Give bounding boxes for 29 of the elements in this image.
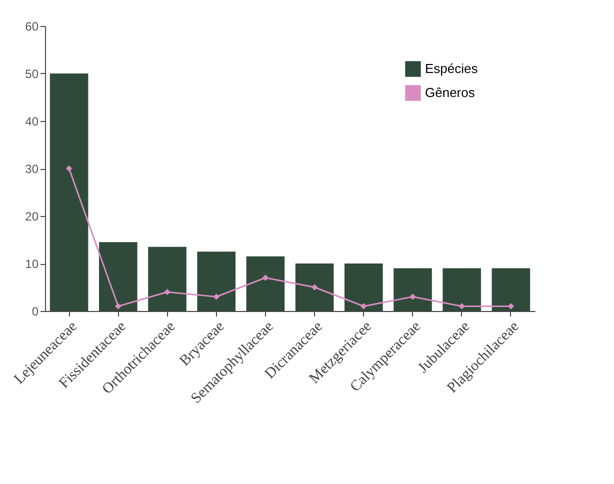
point <box>262 274 269 281</box>
point <box>458 303 466 310</box>
y-tick-label: 40 <box>25 114 39 128</box>
point <box>311 284 318 290</box>
bar <box>197 252 236 311</box>
point <box>114 303 122 310</box>
bar <box>246 256 285 311</box>
bar <box>295 264 334 311</box>
y-tick-label: 20 <box>25 210 39 224</box>
point <box>213 294 220 300</box>
bar <box>148 246 186 311</box>
point <box>360 303 367 310</box>
y-tick-label: 0 <box>32 304 39 318</box>
point <box>410 294 416 300</box>
bar <box>344 264 383 311</box>
point <box>508 303 514 310</box>
point <box>164 288 170 296</box>
point <box>66 165 72 172</box>
bar <box>394 268 432 311</box>
bar <box>442 268 481 311</box>
bar <box>50 74 88 311</box>
y-tick-label: 50 <box>25 67 39 81</box>
bar <box>492 268 530 311</box>
legend-label: Gêneros <box>425 85 476 100</box>
y-tick-label: 30 <box>25 162 39 176</box>
legend-label: Espécies <box>425 61 478 76</box>
y-tick-label: 60 <box>25 20 39 34</box>
y-tick-label: 10 <box>25 257 39 271</box>
bar <box>99 242 138 311</box>
